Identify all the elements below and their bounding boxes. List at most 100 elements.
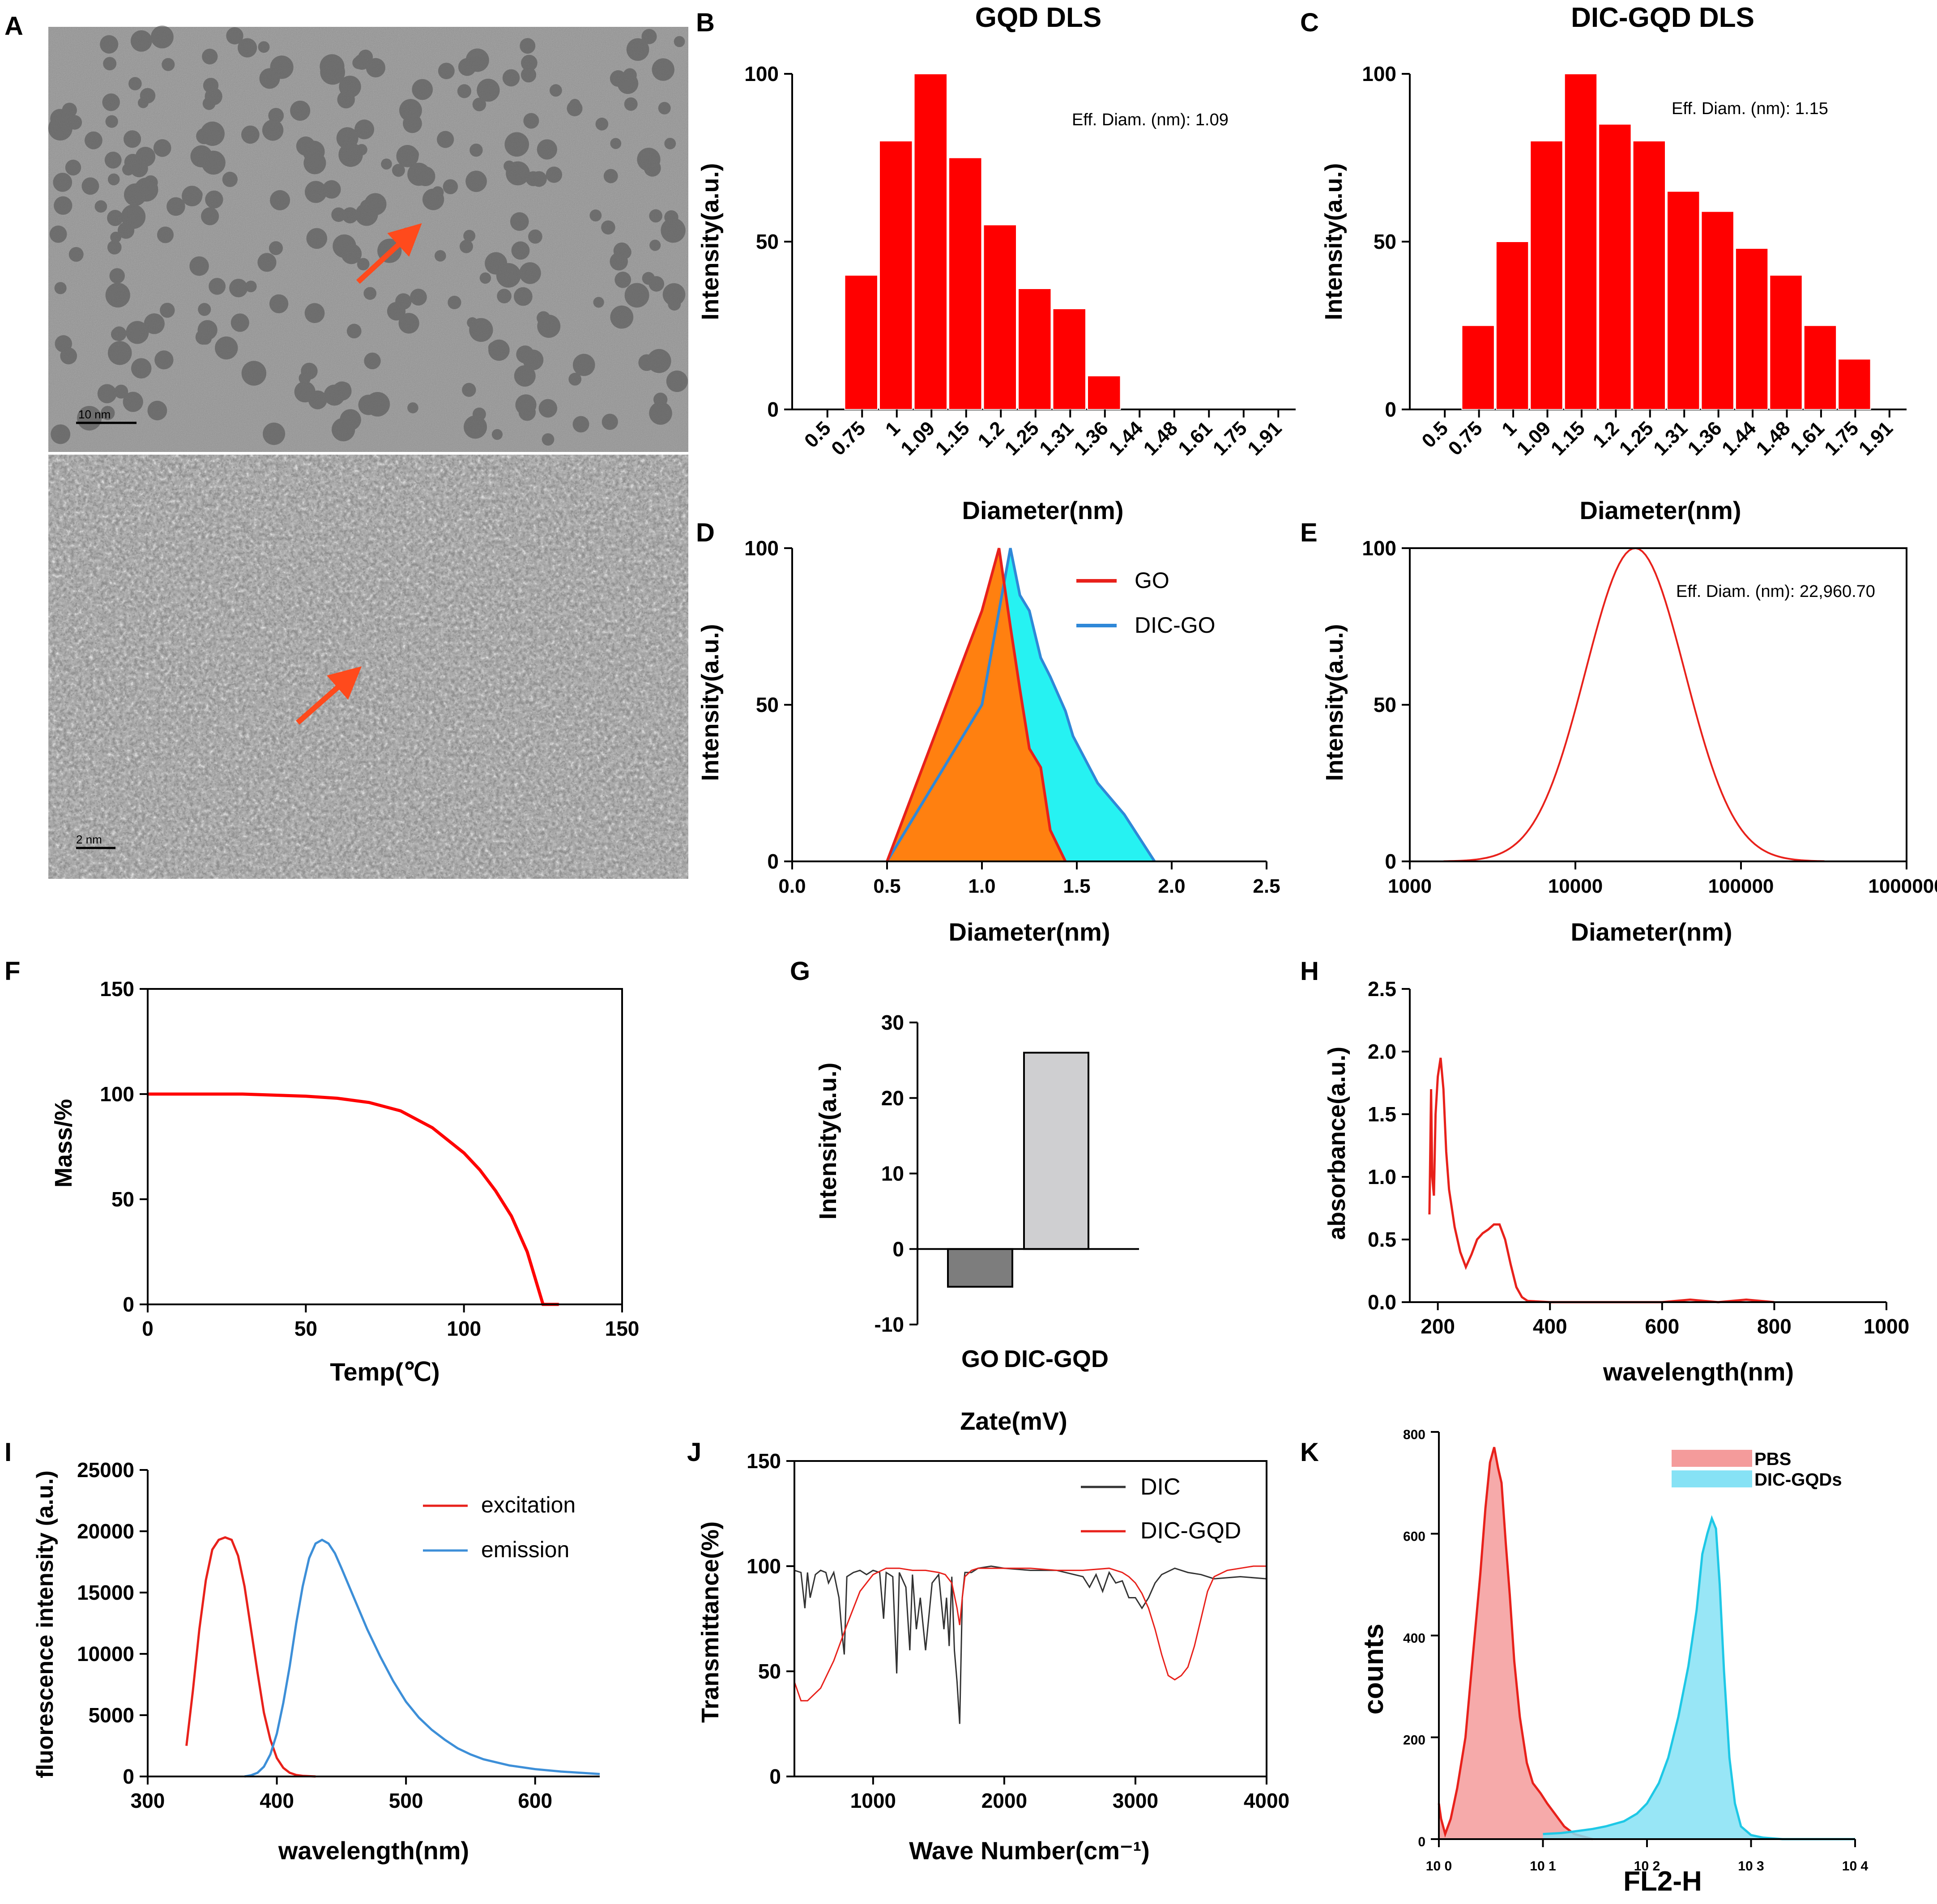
chart-d-ylabel: Intensity(a.u.) — [697, 624, 724, 781]
chart-b: GQD DLS Eff. Diam. (nm): 1.09 0501000.50… — [697, 2, 1296, 524]
nanoparticle — [568, 373, 582, 386]
nanoparticle — [222, 171, 238, 187]
y-tick-label: 15000 — [77, 1581, 134, 1604]
histogram-line-1 — [1543, 1515, 1855, 1840]
chart-j-legend: DIC DIC-GQD — [1081, 1474, 1241, 1544]
nanoparticle — [160, 302, 175, 318]
nanoparticle — [662, 283, 686, 306]
series-line-0 — [886, 548, 1156, 862]
y-tick-label: 1.0 — [1368, 1165, 1396, 1188]
histogram-bar — [913, 73, 947, 410]
nanoparticle — [103, 57, 117, 71]
x-tick-label: 10000 — [1548, 875, 1603, 897]
chart-g-plot: -10 0 10 20 30 GO DIC-GQD — [875, 1011, 1139, 1372]
nanoparticle — [301, 362, 318, 380]
nanoparticle — [337, 90, 355, 109]
y-tick-label: 50 — [756, 230, 779, 253]
nanoparticle — [658, 102, 671, 115]
nanoparticle — [459, 239, 473, 253]
legend-dicgqds-label: DIC-GQDs — [1754, 1470, 1842, 1490]
nanoparticle — [448, 295, 461, 310]
nanoparticle — [431, 186, 444, 199]
chart-j-ylabel: Transmittance(%) — [697, 1521, 724, 1723]
x-tick-label: 600 — [518, 1789, 552, 1812]
nanoparticle — [48, 116, 73, 141]
x-tick-label: 1.25 — [1001, 417, 1043, 460]
nanoparticle — [410, 289, 427, 306]
histogram-bar — [1735, 248, 1769, 410]
chart-b-ylabel: Intensity(a.u.) — [697, 163, 724, 320]
legend-pbs-swatch — [1672, 1450, 1752, 1467]
nanoparticle — [521, 67, 537, 83]
x-tick-label: 1.25 — [1615, 417, 1658, 460]
y-tick-label: 150 — [747, 1449, 781, 1473]
panel-labels: A B C D E F G H I J K — [4, 8, 1319, 1467]
nanoparticle — [77, 406, 102, 431]
nanoparticle — [437, 131, 454, 148]
nanoparticle — [162, 58, 175, 71]
x-tick-label: 1.09 — [1512, 417, 1555, 460]
nanoparticle — [399, 99, 422, 122]
nanoparticle — [346, 324, 362, 339]
nanoparticle — [226, 27, 243, 45]
nanoparticle — [135, 147, 156, 167]
x-tick-label: 2.5 — [1253, 875, 1280, 897]
nanoparticle — [241, 125, 260, 144]
x-tick-label: 300 — [131, 1789, 165, 1812]
y-tick-label: 50 — [1374, 230, 1396, 253]
chart-j-plot: 0 50 100 150 1000 2000 3000 4000 — [747, 1449, 1289, 1812]
nanoparticle — [567, 100, 583, 116]
y-tick-label: 0.5 — [1368, 1228, 1396, 1251]
nanoparticle — [491, 429, 503, 440]
x-tick-label: 1000 — [1864, 1315, 1909, 1338]
panel-label-e: E — [1300, 518, 1318, 547]
x-tick-label: 10 1 — [1530, 1859, 1556, 1874]
panel-label-f: F — [4, 957, 20, 986]
chart-k-xlabel: FL2-H — [1623, 1866, 1702, 1897]
nanoparticle — [523, 349, 544, 371]
nanoparticle — [649, 209, 663, 223]
chart-c-xlabel: Diameter(nm) — [1580, 496, 1741, 524]
nanoparticle — [105, 115, 118, 128]
series-line — [1428, 1057, 1775, 1303]
nanoparticle — [238, 38, 257, 58]
y-tick-label: 50 — [1374, 693, 1396, 716]
nanoparticle — [201, 207, 219, 226]
chart-d: 0 50 100 0.0 0.5 1.0 1.5 2.0 2.5 GO DIC-GO Diame… — [697, 537, 1280, 946]
nanoparticle — [521, 55, 538, 72]
nanoparticle — [472, 98, 486, 111]
nanoparticle — [406, 148, 419, 162]
histogram-fill-1 — [1543, 1518, 1855, 1839]
nanoparticle — [523, 113, 539, 129]
nanoparticle — [649, 239, 661, 251]
nanoparticle — [465, 48, 489, 72]
plot-frame — [794, 1460, 1267, 1777]
x-tick-label: 1 — [881, 417, 905, 440]
nanoparticle — [595, 117, 609, 131]
bar — [1023, 1052, 1089, 1250]
x-tick-label: 3000 — [1113, 1789, 1158, 1812]
chart-b-title: GQD DLS — [975, 2, 1101, 33]
nanoparticle — [107, 240, 122, 255]
legend-emission-label: emission — [481, 1537, 569, 1562]
chart-i: 0 5000 10000 15000 20000 25000 300 400 500 600 ex… — [32, 1458, 600, 1865]
scale-label-top: 10 nm — [78, 408, 111, 421]
nanoparticle — [54, 196, 73, 215]
panel-label-i: I — [4, 1438, 12, 1467]
x-tick-label: 10 0 — [1426, 1859, 1452, 1874]
arrow-bottom — [296, 666, 362, 725]
panel-label-g: G — [790, 957, 810, 986]
nanoparticle — [366, 58, 386, 78]
chart-b-xlabel: Diameter(nm) — [962, 496, 1124, 524]
chart-f-plot: 0 50 100 150 0 50 100 150 — [100, 977, 639, 1340]
x-tick-label: 500 — [389, 1789, 423, 1812]
y-tick-label: 30 — [881, 1011, 904, 1034]
nanoparticle — [438, 63, 455, 80]
nanoparticle — [434, 250, 446, 262]
chart-f: 0 50 100 150 0 50 100 150 Temp(℃) Mass/% — [50, 977, 639, 1386]
y-tick-label: 100 — [100, 1082, 134, 1106]
x-tick-label: 1.61 — [1174, 417, 1216, 460]
histogram-fill-0 — [1439, 1447, 1593, 1839]
chart-g-xlabel: Zate(mV) — [960, 1407, 1067, 1435]
